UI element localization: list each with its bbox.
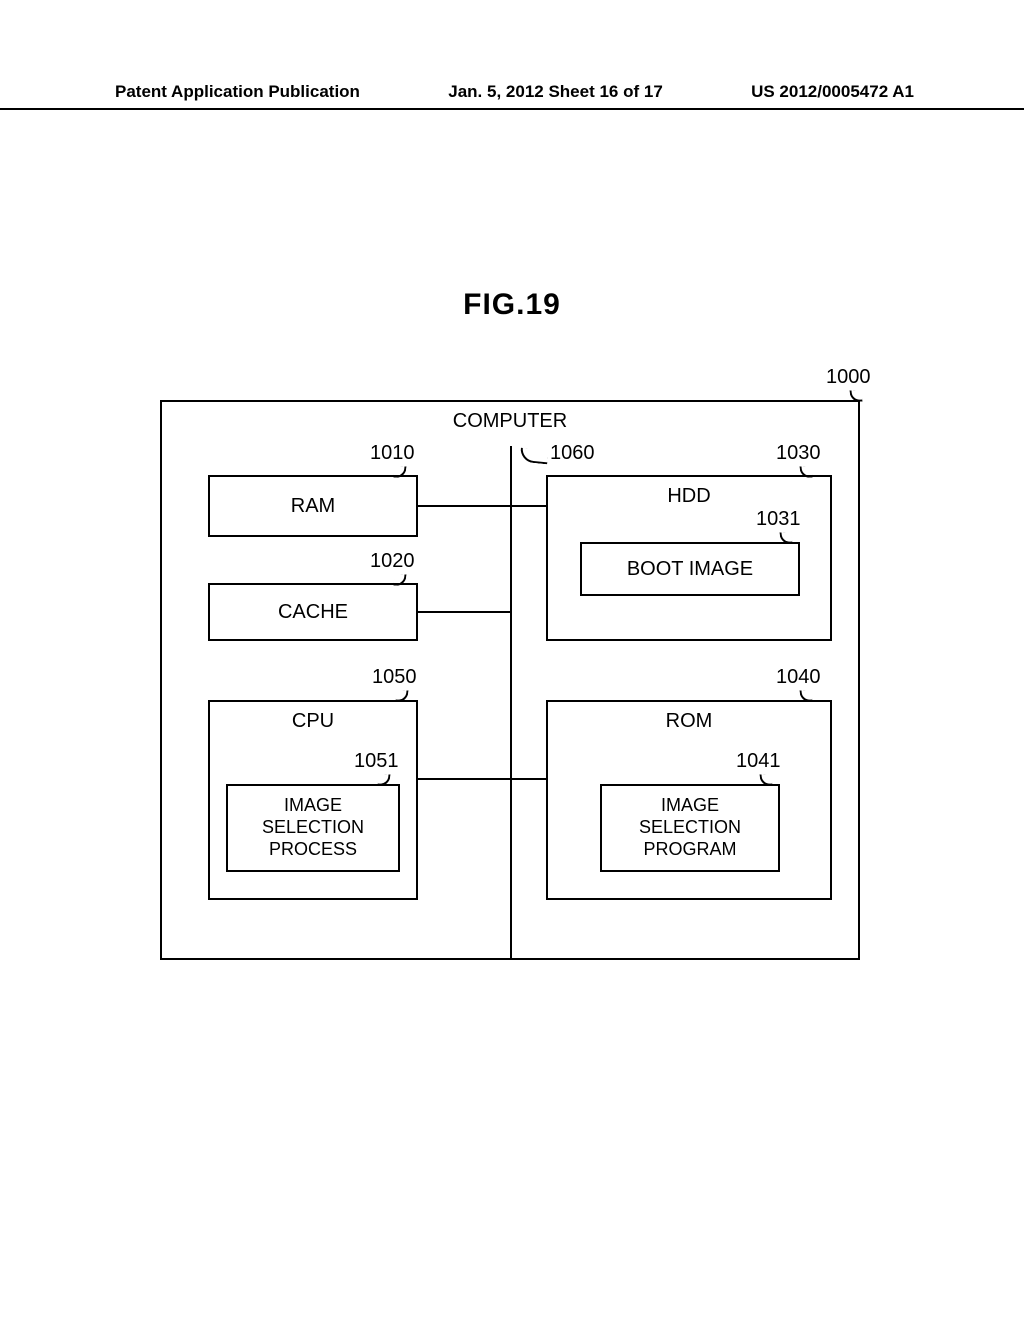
header-left: Patent Application Publication bbox=[115, 82, 360, 102]
ram-label: RAM bbox=[291, 495, 335, 517]
bus-branch-cache bbox=[418, 611, 510, 613]
bus-branch-rom bbox=[512, 778, 546, 780]
ref-label-1051: 1051 bbox=[354, 750, 399, 773]
boot-image-box: BOOT IMAGE bbox=[580, 542, 800, 596]
ref-label-1010: 1010 bbox=[370, 442, 415, 465]
figure-title: FIG.19 bbox=[0, 288, 1024, 322]
ref-label-1050: 1050 bbox=[372, 666, 417, 689]
image-selection-process-label: IMAGESELECTIONPROCESS bbox=[262, 795, 364, 859]
ram-box: RAM bbox=[208, 475, 418, 537]
patent-header: Patent Application Publication Jan. 5, 2… bbox=[0, 82, 1024, 110]
bus-branch-cpu bbox=[418, 778, 510, 780]
cache-box: CACHE bbox=[208, 583, 418, 641]
bus-branch-hdd bbox=[512, 505, 546, 507]
cpu-label: CPU bbox=[292, 710, 334, 732]
cache-label: CACHE bbox=[278, 601, 348, 623]
header-center: Jan. 5, 2012 Sheet 16 of 17 bbox=[448, 82, 663, 102]
image-selection-program-box: IMAGESELECTIONPROGRAM bbox=[600, 784, 780, 872]
boot-image-label: BOOT IMAGE bbox=[627, 558, 753, 580]
bus-branch-ram bbox=[418, 505, 510, 507]
ref-label-1040: 1040 bbox=[776, 666, 821, 689]
bus-vertical bbox=[510, 446, 512, 958]
image-selection-process-box: IMAGESELECTIONPROCESS bbox=[226, 784, 400, 872]
ref-label-1031: 1031 bbox=[756, 508, 801, 531]
image-selection-program-label: IMAGESELECTIONPROGRAM bbox=[639, 795, 741, 859]
hdd-label: HDD bbox=[667, 485, 710, 507]
ref-label-1000: 1000 bbox=[826, 366, 871, 389]
computer-title: COMPUTER bbox=[160, 410, 860, 433]
ref-label-1041: 1041 bbox=[736, 750, 781, 773]
header-right: US 2012/0005472 A1 bbox=[751, 82, 914, 102]
rom-label: ROM bbox=[666, 710, 713, 732]
block-diagram: 1000 COMPUTER 1060 1010 RAM 1020 CACHE 1… bbox=[160, 370, 860, 970]
ref-label-1060: 1060 bbox=[550, 442, 595, 465]
ref-label-1030: 1030 bbox=[776, 442, 821, 465]
ref-label-1020: 1020 bbox=[370, 550, 415, 573]
